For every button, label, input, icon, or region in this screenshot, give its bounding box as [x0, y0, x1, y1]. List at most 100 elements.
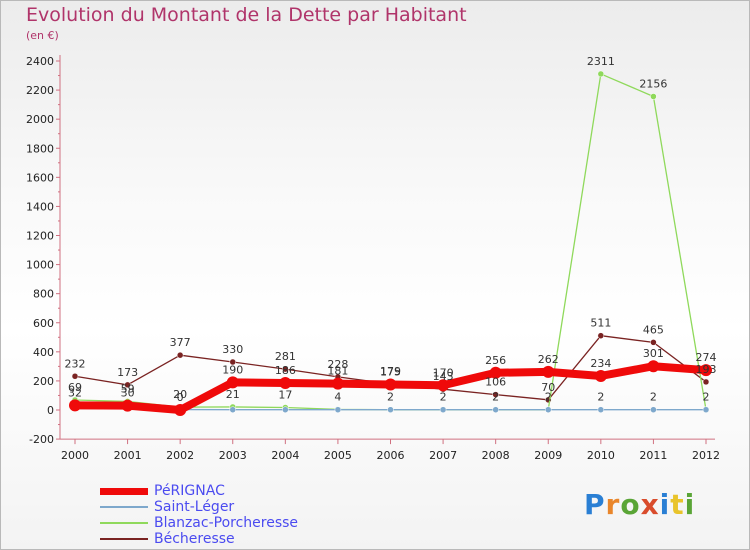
data-point — [700, 364, 712, 377]
data-point — [597, 70, 605, 78]
y-tick-label: 2200 — [26, 84, 54, 97]
x-tick-label: 2007 — [429, 449, 457, 462]
y-tick-label: 1800 — [26, 142, 54, 155]
data-point — [439, 406, 447, 413]
legend-label: Blanzac-Porcheresse — [154, 515, 299, 531]
data-point — [229, 406, 236, 413]
x-tick-label: 2005 — [324, 449, 352, 462]
y-tick-label: 2400 — [26, 55, 54, 68]
x-tick-label: 2001 — [114, 449, 142, 462]
y-tick-label: 200 — [33, 375, 54, 388]
legend-swatch — [100, 506, 148, 508]
y-tick-label: -200 — [29, 433, 54, 446]
x-tick-label: 2011 — [639, 449, 667, 462]
data-label: 193 — [696, 363, 717, 376]
data-point — [492, 391, 499, 398]
data-point — [594, 369, 607, 382]
data-label: 234 — [590, 357, 611, 370]
data-point — [331, 377, 344, 390]
chart-unit: (en €) — [26, 29, 59, 42]
logo-letter: i — [659, 488, 671, 521]
x-tick-label: 2006 — [377, 449, 405, 462]
data-point — [282, 365, 289, 373]
data-label: 181 — [327, 365, 348, 378]
data-label: 20 — [173, 388, 187, 401]
data-point — [492, 406, 499, 413]
data-point — [597, 406, 605, 413]
y-tick-label: 1200 — [26, 230, 54, 243]
data-label: 70 — [541, 381, 555, 394]
data-label: 232 — [65, 357, 86, 370]
data-label: 2 — [492, 391, 499, 404]
data-label: 256 — [485, 354, 506, 367]
data-point — [282, 406, 289, 413]
data-label: 30 — [121, 387, 135, 400]
data-point — [597, 332, 605, 339]
legend-swatch — [100, 487, 148, 495]
x-tick-label: 2009 — [534, 449, 562, 462]
data-label: 377 — [170, 336, 191, 349]
data-label: 301 — [643, 347, 664, 360]
y-tick-label: 1600 — [26, 171, 54, 184]
chart-title: Evolution du Montant de la Dette par Hab… — [26, 4, 467, 26]
data-label: 330 — [222, 343, 243, 356]
data-point — [387, 406, 394, 413]
data-label: 2 — [440, 391, 447, 404]
data-point — [174, 404, 187, 416]
data-label: 21 — [226, 388, 240, 401]
data-label: 2 — [387, 391, 394, 404]
legend-label: PéRIGNAC — [154, 483, 225, 499]
data-label: 59 — [121, 382, 135, 395]
data-label: 2156 — [639, 77, 667, 90]
logo-letter: r — [605, 488, 621, 521]
data-label: 0 — [177, 391, 184, 404]
data-label: 2 — [545, 391, 552, 404]
logo-letter: o — [620, 488, 641, 521]
data-point — [702, 406, 710, 413]
data-point — [334, 406, 342, 413]
data-point — [647, 360, 660, 373]
data-point — [229, 358, 236, 366]
data-label: 143 — [433, 370, 454, 383]
logo-letter: t — [670, 488, 685, 521]
data-label: 228 — [327, 358, 348, 371]
data-point — [176, 351, 184, 359]
logo-letter: i — [684, 488, 696, 521]
data-point — [650, 93, 657, 100]
data-label: 179 — [380, 365, 401, 378]
data-label: 2 — [597, 391, 604, 404]
y-tick-label: 2000 — [26, 113, 54, 126]
data-point — [542, 365, 555, 378]
data-label: 186 — [275, 364, 296, 377]
data-point — [650, 339, 657, 346]
data-label: 69 — [68, 381, 82, 394]
x-tick-label: 2003 — [219, 449, 247, 462]
data-label: 511 — [590, 317, 611, 330]
x-tick-label: 2012 — [692, 449, 720, 462]
y-tick-label: 1000 — [26, 259, 54, 272]
x-tick-label: 2004 — [271, 449, 299, 462]
legend-label: Bécheresse — [154, 531, 235, 547]
data-label: 2 — [650, 391, 657, 404]
data-label: 262 — [538, 353, 559, 366]
x-tick-label: 2002 — [166, 449, 194, 462]
data-point — [437, 379, 450, 392]
data-point — [121, 399, 134, 412]
data-label: 106 — [485, 376, 506, 389]
legend-swatch — [100, 522, 148, 524]
series-line — [74, 73, 707, 411]
data-label: 17 — [278, 389, 292, 402]
data-point — [650, 406, 657, 413]
legend-label: Saint-Léger — [154, 499, 235, 515]
data-label: 274 — [696, 351, 717, 364]
data-label: 2 — [703, 391, 710, 404]
data-label: 4 — [334, 390, 341, 403]
data-point — [71, 373, 79, 380]
y-tick-label: 0 — [47, 404, 54, 417]
data-label: 281 — [275, 350, 296, 363]
legend-swatch — [100, 538, 148, 540]
data-point — [489, 366, 502, 379]
logo-letter: x — [640, 488, 660, 521]
